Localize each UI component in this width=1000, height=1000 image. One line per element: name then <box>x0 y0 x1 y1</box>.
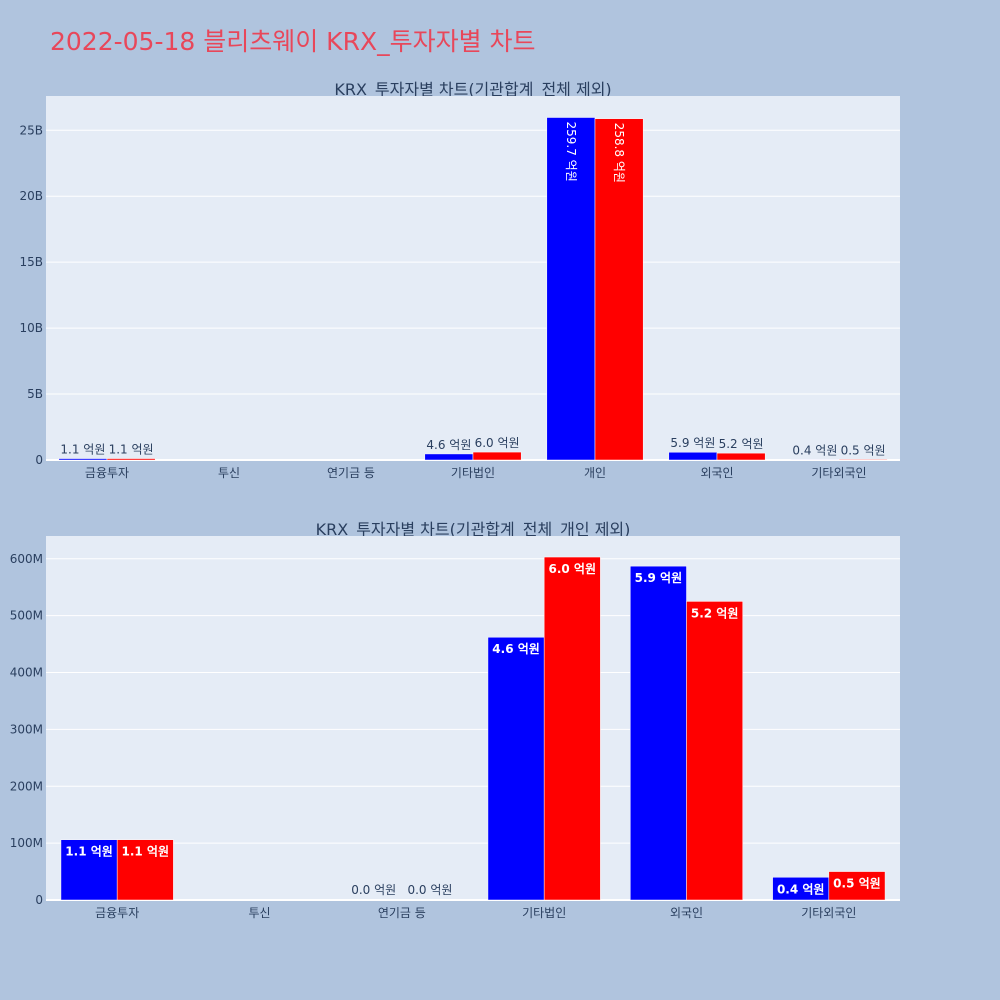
x-tick-label: 기타법인 <box>451 466 495 480</box>
y-tick-label: 5B <box>27 387 43 401</box>
data-label: 258.8 억원 <box>612 123 626 183</box>
bar <box>106 458 156 461</box>
bar <box>546 117 596 461</box>
y-tick-label: 100M <box>10 836 43 850</box>
bar <box>790 459 840 461</box>
x-tick-label: 연기금 등 <box>327 466 375 480</box>
data-label: 1.1 억원 <box>122 845 170 859</box>
data-label: 1.1 억원 <box>60 443 105 457</box>
data-label: 0.4 억원 <box>777 882 825 896</box>
bar <box>686 601 743 901</box>
x-tick-label: 기타외국인 <box>801 906 856 920</box>
bar <box>543 556 601 901</box>
bar <box>60 839 118 901</box>
data-label: 4.6 억원 <box>426 438 471 452</box>
y-tick-label: 600M <box>10 552 43 566</box>
x-tick-label: 외국인 <box>700 466 733 480</box>
data-label: 5.9 억원 <box>635 571 683 585</box>
y-tick-label: 20B <box>19 189 43 203</box>
data-label: 4.6 억원 <box>492 642 540 656</box>
bar <box>116 839 174 901</box>
bar <box>594 118 644 461</box>
y-tick-label: 25B <box>19 123 43 137</box>
y-tick-label: 15B <box>19 255 43 269</box>
chart-1: KRX_투자자별 차트(기관합계_전체 제외) 0 5B 10B 15B 20B 25B 금융… <box>19 80 900 480</box>
data-label: 6.0 억원 <box>549 562 597 576</box>
bar <box>838 459 888 461</box>
bar <box>58 458 108 461</box>
x-tick-label: 금융투자 <box>85 466 129 480</box>
bar <box>487 636 545 901</box>
bar <box>630 565 687 901</box>
chart-title: KRX_투자자별 차트(기관합계_전체 제외) <box>334 80 611 100</box>
y-tick-label: 0 <box>35 453 43 467</box>
data-label: 0.5 억원 <box>833 877 881 891</box>
plot-area <box>46 536 900 900</box>
bar <box>668 451 718 461</box>
bar <box>472 451 522 461</box>
bar <box>424 453 474 461</box>
y-tick-label: 10B <box>19 321 43 335</box>
x-tick-label: 외국인 <box>670 906 703 920</box>
bar <box>716 452 766 461</box>
chart-2: KRX_투자자별 차트(기관합계_전체_개인 제외) 0 100M 200M 300M 4… <box>10 520 900 920</box>
x-tick-label: 투신 <box>218 466 240 480</box>
data-label: 5.2 억원 <box>719 437 764 451</box>
y-tick-label: 200M <box>10 779 43 793</box>
data-label: 6.0 억원 <box>475 436 520 450</box>
x-tick-label: 투신 <box>248 906 270 920</box>
x-tick-label: 기타외국인 <box>811 466 866 480</box>
data-label: 1.1 억원 <box>65 845 113 859</box>
plot-area <box>46 96 900 460</box>
y-tick-label: 300M <box>10 722 43 736</box>
y-tick-label: 500M <box>10 609 43 623</box>
x-tick-label: 금융투자 <box>95 906 139 920</box>
bar <box>828 871 886 901</box>
y-tick-label: 0 <box>35 893 43 907</box>
chart-title: KRX_투자자별 차트(기관합계_전체_개인 제외) <box>316 520 631 540</box>
data-label: 5.2 억원 <box>691 606 739 620</box>
x-tick-label: 기타법인 <box>522 906 566 920</box>
x-tick-label: 개인 <box>584 466 606 480</box>
data-label: 259.7 억원 <box>564 121 578 181</box>
data-label: 0.0 억원 <box>407 883 452 897</box>
data-label: 0.5 억원 <box>841 443 886 457</box>
x-tick-label: 연기금 등 <box>378 906 426 920</box>
page-title: 2022-05-18 블리츠웨이 KRX_투자자별 차트 <box>50 27 536 56</box>
data-label: 5.9 억원 <box>670 436 715 450</box>
data-label: 0.0 억원 <box>351 883 396 897</box>
y-tick-label: 400M <box>10 666 43 680</box>
data-label: 1.1 억원 <box>109 443 154 457</box>
data-label: 0.4 억원 <box>792 443 837 457</box>
